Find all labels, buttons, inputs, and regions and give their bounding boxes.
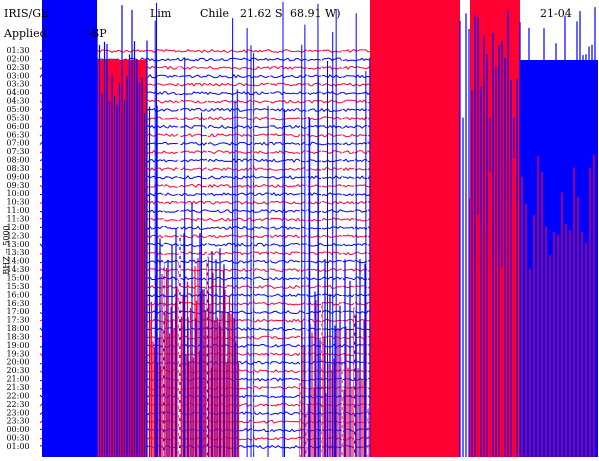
time-label: 10:30	[6, 198, 29, 207]
time-label: 09:00	[6, 172, 29, 181]
time-label: 06:30	[6, 130, 29, 139]
latitude: 21.62 S	[240, 7, 283, 20]
time-label: 13:00	[6, 240, 29, 249]
time-label: 07:00	[6, 139, 29, 148]
time-label: 19:30	[6, 349, 29, 358]
time-label: 20:30	[6, 366, 29, 375]
time-label: 18:00	[6, 324, 29, 333]
time-label: 16:00	[6, 290, 29, 299]
time-label: 11:00	[6, 206, 29, 215]
time-label: 08:00	[6, 156, 29, 165]
time-label: 11:30	[6, 215, 29, 224]
filter: -SP	[88, 27, 107, 40]
time-label: 00:00	[6, 425, 29, 434]
filter: Applied	[3, 27, 47, 40]
time-label: 09:30	[6, 181, 29, 190]
time-label: 17:30	[6, 316, 29, 325]
time-label: 00:30	[6, 434, 29, 443]
time-label: 16:30	[6, 299, 29, 308]
time-label: 03:30	[6, 80, 29, 89]
longitude: 68.91 W)	[290, 7, 341, 20]
time-label: 03:00	[6, 71, 29, 80]
header-strip	[0, 0, 40, 44]
time-label: 22:00	[6, 391, 29, 400]
time-label: 20:00	[6, 358, 29, 367]
time-label: 23:30	[6, 417, 29, 426]
time-label: 15:00	[6, 273, 29, 282]
time-label: 10:00	[6, 189, 29, 198]
time-label: 08:30	[6, 164, 29, 173]
time-label: 14:30	[6, 265, 29, 274]
station: IRIS/GE	[4, 7, 49, 20]
time-label: 21:00	[6, 375, 29, 384]
time-label: 12:00	[6, 223, 29, 232]
time-label: 02:00	[6, 54, 29, 63]
burst-area	[42, 0, 97, 457]
time-label: 04:00	[6, 88, 29, 97]
burst-area	[370, 0, 460, 457]
time-label: 07:30	[6, 147, 29, 156]
time-label: 15:30	[6, 282, 29, 291]
date: 21-04	[540, 7, 572, 20]
time-label: 18:30	[6, 332, 29, 341]
time-label: 23:00	[6, 408, 29, 417]
place: Lim	[150, 7, 172, 20]
time-label: 14:00	[6, 257, 29, 266]
time-label: 01:00	[6, 442, 29, 451]
time-label: 05:00	[6, 105, 29, 114]
time-label: 13:30	[6, 248, 29, 257]
place: Chile	[200, 7, 229, 20]
time-label: 22:30	[6, 400, 29, 409]
time-label: 19:00	[6, 341, 29, 350]
time-label: 04:30	[6, 97, 29, 106]
traces	[39, 0, 598, 457]
time-label: 06:00	[6, 122, 29, 131]
time-label: 01:30	[6, 46, 29, 55]
time-label: 17:00	[6, 307, 29, 316]
time-label: 05:30	[6, 113, 29, 122]
time-labels: 01:3002:0002:3003:0003:3004:0004:3005:00…	[6, 46, 29, 451]
axis-label: BHZ -- 5000	[2, 225, 11, 274]
time-label: 02:30	[6, 63, 29, 72]
time-label: 12:30	[6, 231, 29, 240]
time-label: 21:30	[6, 383, 29, 392]
